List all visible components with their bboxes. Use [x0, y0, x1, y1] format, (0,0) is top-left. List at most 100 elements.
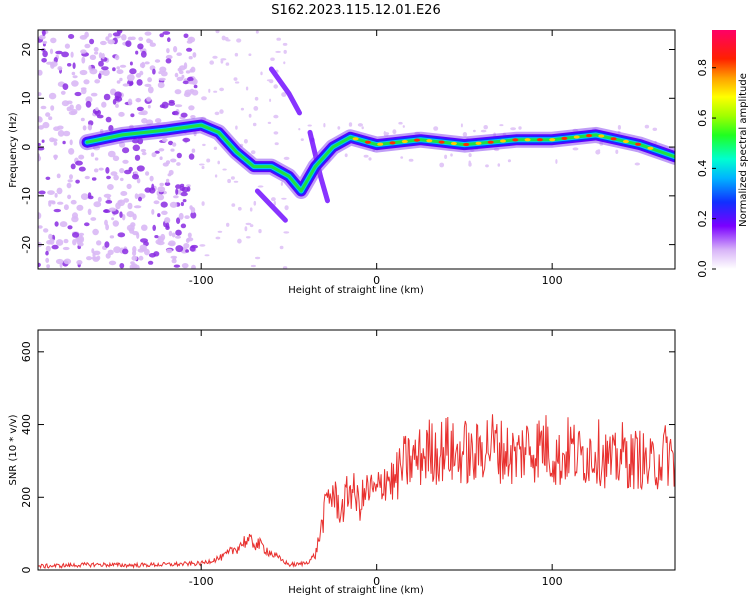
- noise-speck: [94, 157, 99, 161]
- noise-speck: [188, 105, 195, 111]
- noise-speck: [38, 92, 42, 97]
- noise-speck: [145, 171, 150, 176]
- noise-speck: [55, 258, 64, 265]
- noise-speck: [281, 92, 287, 97]
- noise-speck: [518, 126, 522, 130]
- noise-speck: [185, 70, 191, 74]
- noise-speck: [392, 129, 397, 135]
- noise-speck: [38, 69, 43, 76]
- noise-speck: [45, 112, 51, 117]
- noise-speck: [175, 188, 179, 195]
- noise-speck: [70, 51, 74, 58]
- noise-speck: [555, 159, 558, 164]
- noise-speck: [217, 230, 223, 233]
- noise-speck: [43, 228, 49, 233]
- colorbar-tick-label: 0.8: [696, 59, 709, 77]
- noise-speck: [182, 137, 191, 143]
- noise-speck: [105, 116, 112, 123]
- noise-speck: [115, 202, 121, 210]
- noise-speck: [132, 144, 140, 152]
- noise-speck: [136, 106, 144, 112]
- noise-speck: [61, 51, 69, 58]
- noise-speck: [50, 37, 57, 44]
- noise-speck: [615, 149, 619, 154]
- noise-speck: [243, 139, 248, 144]
- noise-speck: [363, 154, 369, 158]
- noise-speck: [75, 179, 80, 184]
- noise-speck: [69, 139, 73, 146]
- hotspot: [586, 134, 592, 138]
- noise-speck: [151, 183, 155, 191]
- spectrogram-ylabel: Frequency (Hz): [8, 112, 19, 188]
- noise-speck: [136, 178, 141, 184]
- noise-speck: [117, 200, 123, 204]
- noise-speck: [80, 117, 85, 122]
- noise-speck: [72, 212, 78, 220]
- noise-speck: [253, 106, 259, 111]
- noise-speck: [158, 148, 165, 152]
- noise-speck: [161, 138, 168, 142]
- noise-speck: [144, 83, 152, 87]
- noise-speck: [122, 147, 130, 154]
- noise-speck: [152, 68, 156, 75]
- noise-speck: [94, 51, 99, 55]
- noise-speck: [164, 182, 171, 186]
- noise-speck: [169, 201, 178, 208]
- noise-speck: [357, 123, 363, 127]
- noise-speck: [250, 150, 256, 155]
- noise-speck: [132, 173, 139, 180]
- noise-speck: [249, 224, 254, 228]
- noise-speck: [174, 104, 183, 108]
- noise-speck: [337, 126, 341, 130]
- noise-speck: [217, 160, 220, 165]
- noise-speck: [198, 163, 205, 166]
- noise-speck: [42, 50, 48, 58]
- hotspot: [475, 141, 482, 145]
- noise-speck: [597, 149, 601, 152]
- noise-speck: [129, 68, 137, 75]
- noise-speck: [220, 58, 227, 61]
- hotspot: [414, 138, 420, 142]
- noise-speck: [57, 130, 65, 137]
- noise-speck: [93, 250, 101, 256]
- noise-speck: [468, 153, 472, 158]
- noise-speck: [42, 30, 46, 36]
- noise-speck: [57, 125, 64, 130]
- noise-speck: [225, 62, 230, 66]
- noise-speck: [450, 153, 453, 157]
- noise-speck: [236, 38, 242, 43]
- noise-speck: [72, 75, 78, 79]
- noise-speck: [55, 239, 64, 246]
- noise-speck: [78, 232, 85, 236]
- noise-speck: [60, 90, 66, 95]
- hotspot: [438, 140, 445, 144]
- noise-speck: [199, 244, 206, 247]
- noise-speck: [108, 260, 117, 266]
- noise-speckle: [38, 30, 658, 269]
- noise-speck: [70, 163, 76, 170]
- noise-speck: [157, 186, 166, 193]
- noise-speck: [274, 142, 279, 146]
- colorbar-tick-label: 0.2: [696, 210, 709, 228]
- noise-speck: [258, 229, 262, 234]
- noise-speck: [153, 200, 160, 205]
- noise-speck: [158, 71, 162, 75]
- noise-speck: [510, 127, 516, 131]
- colorbar-tick-label: 0.4: [696, 160, 709, 178]
- noise-speck: [230, 176, 235, 180]
- hotspot: [536, 138, 543, 142]
- noise-speck: [162, 31, 171, 35]
- noise-speck: [253, 200, 257, 206]
- noise-speck: [176, 76, 184, 82]
- noise-speck: [213, 146, 218, 150]
- noise-speck: [101, 66, 109, 71]
- y-tick-label: 0: [20, 567, 33, 574]
- noise-speck: [368, 157, 372, 161]
- x-tick-label: 100: [542, 575, 563, 588]
- noise-speck: [473, 129, 476, 133]
- snr-xlabel: Height of straight line (km): [288, 585, 424, 596]
- hotspot: [487, 140, 494, 144]
- noise-speck: [107, 33, 113, 38]
- noise-speck: [181, 263, 189, 269]
- noise-speck: [45, 257, 50, 263]
